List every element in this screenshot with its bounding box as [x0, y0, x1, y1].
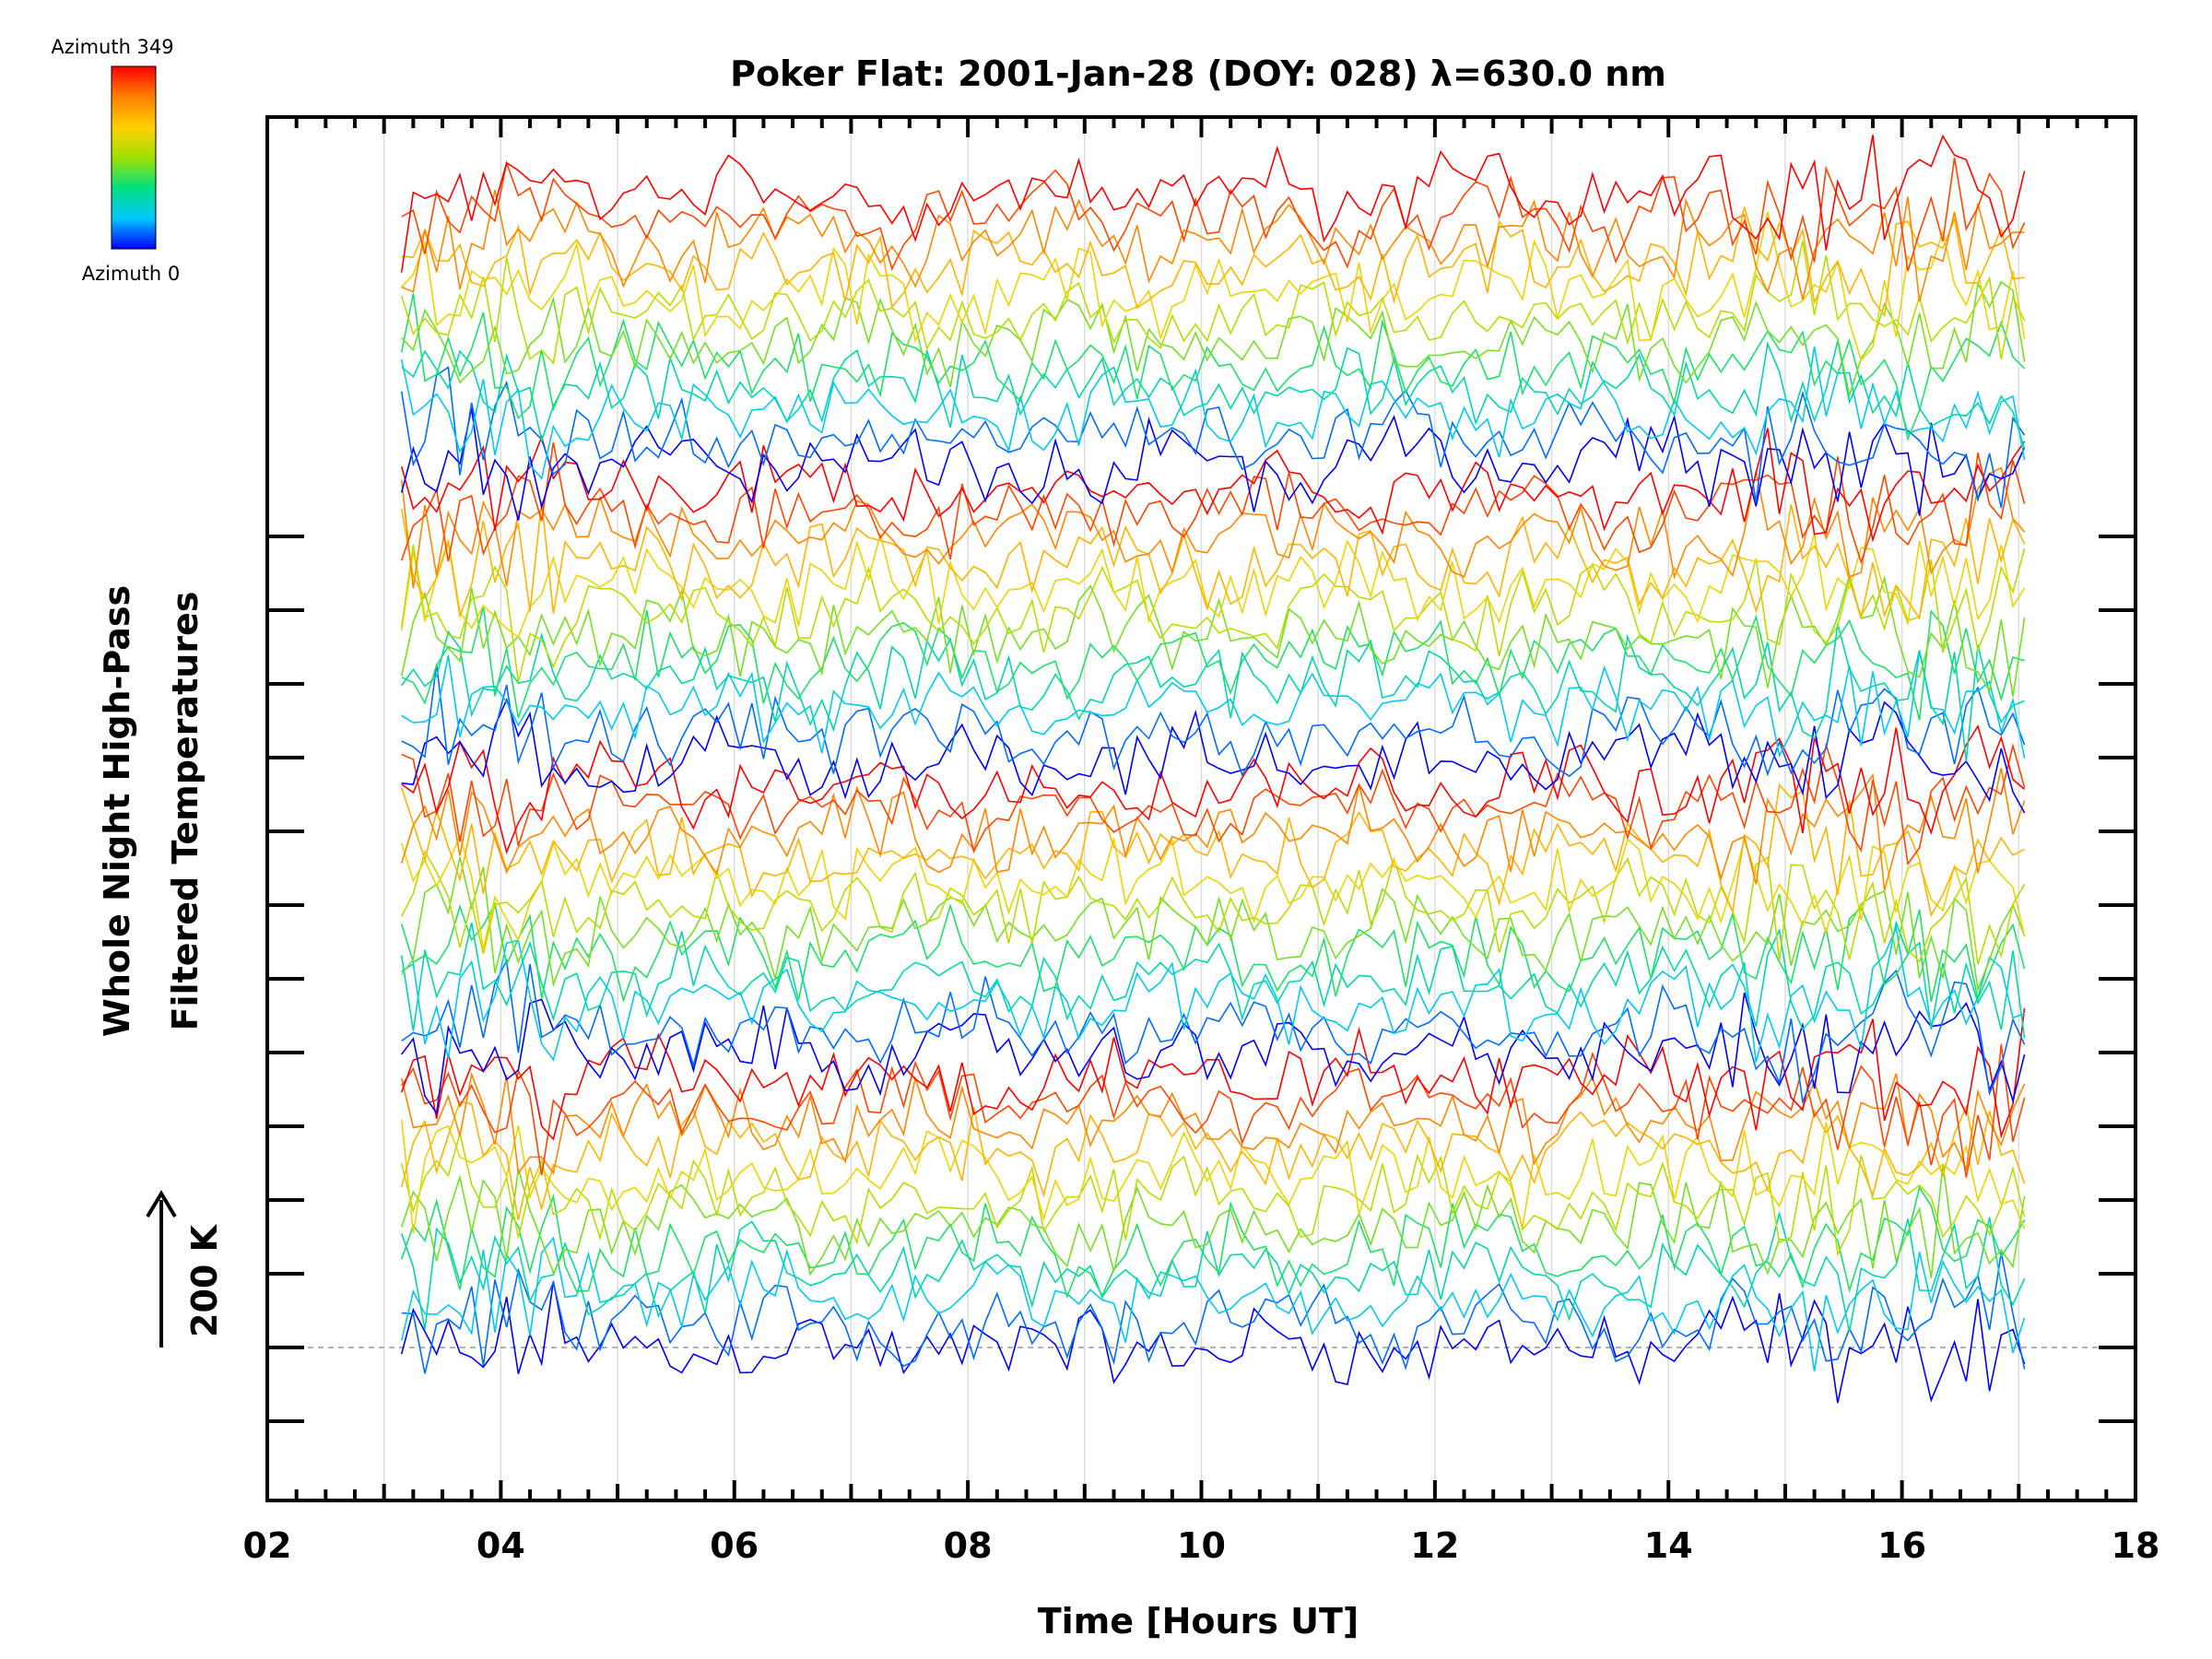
series-line — [401, 623, 2025, 762]
series-line — [400, 293, 2026, 441]
vertical-grid — [382, 117, 2020, 1500]
series-line — [400, 1133, 2026, 1257]
y-axis-label-line2: Filtered Temperatures — [165, 592, 206, 1031]
series-line — [400, 1280, 2026, 1404]
x-tick-label: 08 — [944, 1525, 993, 1566]
chart-title: Poker Flat: 2001-Jan-28 (DOY: 028) λ=630… — [730, 53, 1666, 94]
series-line — [400, 500, 2026, 620]
x-tick-label: 10 — [1177, 1525, 1226, 1566]
x-tick-label: 04 — [477, 1525, 525, 1566]
series-line — [401, 697, 2026, 814]
x-tick-label: 16 — [1877, 1525, 1926, 1566]
colorbar-top-label: Azimuth 349 — [51, 36, 173, 58]
series-line — [400, 366, 2026, 509]
series-line — [400, 1210, 2026, 1333]
series-line — [401, 280, 2026, 399]
series-line — [400, 1185, 2026, 1300]
series-line — [401, 158, 2026, 272]
x-tick-label: 02 — [243, 1525, 292, 1566]
series-line — [400, 346, 2026, 480]
series-line — [400, 407, 2026, 521]
series-line — [400, 572, 2026, 697]
series-line — [400, 531, 2026, 639]
series-line — [400, 1119, 2026, 1234]
series-line — [401, 189, 2025, 302]
x-tick-label: 06 — [710, 1525, 759, 1566]
series-line — [401, 340, 2026, 449]
y-ticks — [267, 535, 2136, 1423]
series-line — [401, 958, 2026, 1105]
x-tick-label: 14 — [1644, 1525, 1693, 1566]
x-axis-label: Time [Hours UT] — [1038, 1601, 1359, 1641]
series-line — [401, 1043, 2026, 1178]
series-line — [401, 651, 2026, 759]
series-line — [400, 1071, 2026, 1176]
series-line — [401, 856, 2026, 993]
series-line — [400, 901, 2026, 1003]
colorbar-bottom-label: Azimuth 0 — [82, 263, 181, 285]
series-line — [400, 920, 2026, 1039]
series-line — [400, 1100, 2026, 1221]
series-line — [400, 1007, 2026, 1141]
series-line — [400, 768, 2026, 891]
scale-label: 200 K — [184, 1223, 225, 1337]
series-line — [401, 742, 2026, 866]
x-tick-label: 18 — [2112, 1525, 2160, 1566]
series-line — [400, 1236, 2026, 1371]
series-line — [401, 606, 2025, 721]
series-line — [401, 206, 2025, 318]
series-line — [400, 782, 2025, 918]
series-line — [401, 925, 2025, 1063]
scale-arrow-head — [146, 1190, 177, 1218]
series-line — [400, 1163, 2026, 1279]
series-line — [401, 211, 2026, 362]
series-line — [400, 241, 2026, 365]
series-line — [401, 992, 2026, 1115]
series-line — [401, 664, 2026, 778]
series-group — [400, 134, 2026, 1404]
y-axis-label-line1: Whole Night High-Pass — [97, 585, 137, 1037]
colorbar — [111, 65, 157, 250]
x-ticks: 02 04 06 08 10 12 14 16 18 — [243, 117, 2160, 1566]
series-line — [400, 134, 2026, 273]
series-line — [401, 1252, 2026, 1374]
series-line — [401, 724, 2026, 855]
series-line — [400, 428, 2026, 543]
series-line — [400, 544, 2026, 683]
x-tick-label: 12 — [1410, 1525, 1459, 1566]
series-line — [400, 833, 2026, 949]
